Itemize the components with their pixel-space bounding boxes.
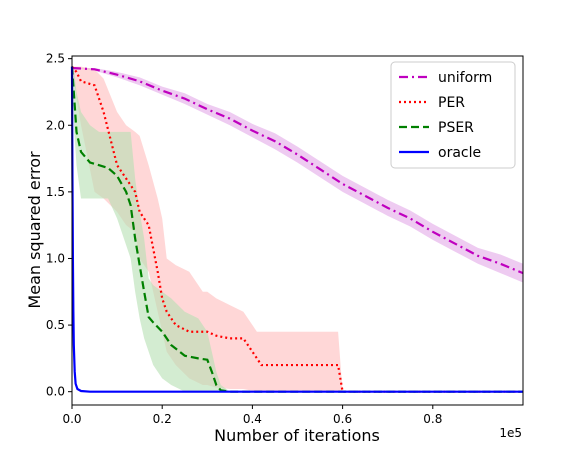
y-tick-label: 0.0: [46, 385, 65, 399]
legend-label-per: PER: [438, 95, 465, 111]
series-lines: [70, 65, 524, 393]
y-tick-label: 0.5: [46, 318, 65, 332]
legend-label-uniform: uniform: [438, 70, 492, 86]
band-uniform: [72, 67, 523, 283]
x-tick-label: 0.4: [243, 412, 262, 426]
x-tick-label: 0.8: [423, 412, 442, 426]
band-per: [72, 66, 523, 392]
x-axis-ticks: 0.0 0.2 0.4 0.6 0.8: [62, 405, 442, 426]
plot-frame: [71, 55, 524, 406]
y-axis-ticks: 0.0 0.5 1.0 1.5 2.0 2.5: [46, 52, 72, 399]
x-axis-scale-label: 1e5: [499, 426, 522, 440]
x-tick-label: 0.2: [153, 412, 172, 426]
line-per: [71, 65, 523, 393]
x-tick-label: 0.6: [333, 412, 352, 426]
line-uniform: [71, 66, 524, 275]
x-axis-label: Number of iterations: [214, 426, 380, 445]
y-tick-label: 2.0: [46, 118, 65, 132]
x-tick-label: 0.0: [62, 412, 81, 426]
y-tick-label: 1.0: [46, 251, 65, 265]
legend-label-pser: PSER: [438, 120, 474, 136]
y-tick-label: 1.5: [46, 185, 65, 199]
confidence-bands: [72, 66, 523, 392]
line-oracle: [70, 66, 523, 393]
legend-box: [390, 61, 516, 169]
legend: uniform PER PSER oracle: [390, 61, 516, 169]
y-axis-label: Mean squared error: [25, 151, 44, 309]
y-tick-label: 2.5: [46, 52, 65, 66]
legend-label-oracle: oracle: [438, 145, 481, 161]
